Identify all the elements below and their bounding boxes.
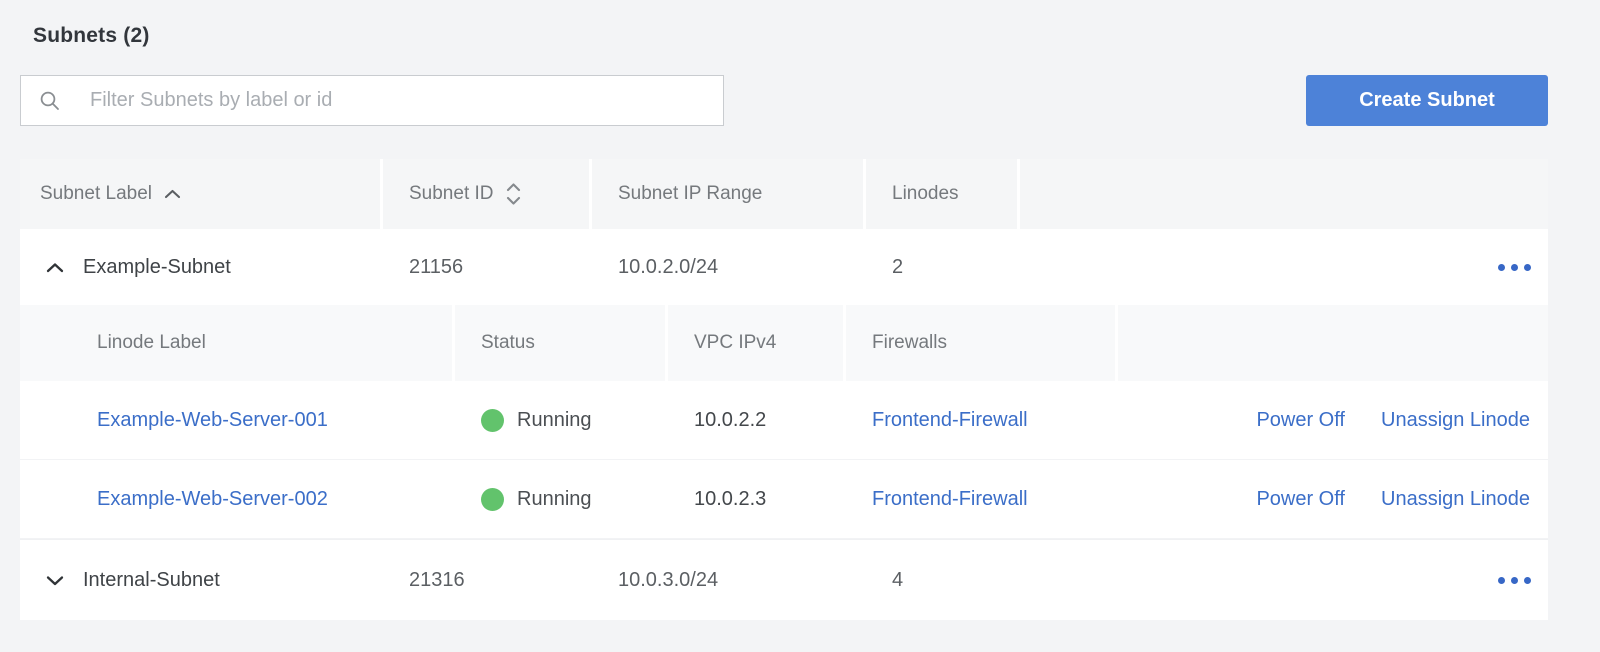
- linode-label-cell: Example-Web-Server-001: [20, 381, 455, 459]
- column-header-linode-label: Linode Label: [20, 305, 455, 381]
- column-label: Subnet ID: [409, 183, 494, 204]
- column-header-subnet-label[interactable]: Subnet Label: [20, 159, 383, 229]
- linodes-table-header: Linode Label Status VPC IPv4 Firewalls: [20, 305, 1548, 381]
- linode-label-cell: Example-Web-Server-002: [20, 460, 455, 538]
- column-label: Linodes: [892, 183, 959, 204]
- filter-subnets-input[interactable]: [88, 88, 709, 113]
- subnets-table-header: Subnet Label Subnet ID Subnet IP Rang: [20, 159, 1548, 229]
- ellipsis-icon: [1511, 263, 1518, 271]
- linode-firewall-cell: Frontend-Firewall: [846, 460, 1118, 538]
- column-header-actions: [1020, 159, 1548, 229]
- subnet-actions-cell: [1020, 540, 1548, 620]
- power-off-button[interactable]: Power Off: [1256, 487, 1345, 510]
- firewall-link[interactable]: Frontend-Firewall: [872, 408, 1028, 431]
- chevron-up-icon: [46, 262, 64, 272]
- column-label: Subnet IP Range: [618, 183, 763, 204]
- subnet-row-internal-subnet: Internal-Subnet 21316 10.0.3.0/24 4: [20, 539, 1548, 620]
- column-header-subnet-id[interactable]: Subnet ID: [383, 159, 592, 229]
- subnet-linode-count: 2: [892, 255, 904, 278]
- create-subnet-button[interactable]: Create Subnet: [1306, 75, 1548, 126]
- ellipsis-icon: [1524, 263, 1531, 271]
- subnet-label-cell: Example-Subnet: [20, 229, 383, 305]
- column-header-linodes: Linodes: [866, 159, 1020, 229]
- ellipsis-icon: [1511, 576, 1518, 584]
- linode-row-example-web-server-002: Example-Web-Server-002 Running 10.0.2.3 …: [20, 460, 1548, 539]
- column-label: Status: [481, 332, 535, 353]
- column-header-firewalls: Firewalls: [846, 305, 1118, 381]
- linode-actions-cell: Power Off Unassign Linode: [1118, 381, 1548, 459]
- sort-toggle-icon: [506, 183, 520, 205]
- linode-actions-cell: Power Off Unassign Linode: [1118, 460, 1548, 538]
- subnets-page: Subnets (2) Create Subnet Subnet Label: [20, 24, 1548, 620]
- chevron-down-icon: [46, 575, 64, 585]
- collapse-subnet-button[interactable]: [45, 257, 65, 277]
- subnet-row-example-subnet: Example-Subnet 21156 10.0.2.0/24 2: [20, 229, 1548, 305]
- unassign-linode-button[interactable]: Unassign Linode: [1381, 408, 1530, 431]
- linode-vpc-ipv4: 10.0.2.3: [694, 487, 767, 510]
- linode-vpc-ipv4: 10.0.2.2: [694, 408, 767, 431]
- subnet-linode-count: 4: [892, 568, 904, 591]
- column-label: VPC IPv4: [694, 332, 777, 353]
- sort-ascending-icon: [164, 189, 181, 199]
- unassign-linode-button[interactable]: Unassign Linode: [1381, 487, 1530, 510]
- linode-status: Running: [517, 487, 592, 510]
- linode-label-link[interactable]: Example-Web-Server-002: [97, 487, 328, 510]
- ellipsis-icon: [1498, 576, 1505, 584]
- column-header-vpc-ipv4: VPC IPv4: [668, 305, 846, 381]
- subnet-label-cell: Internal-Subnet: [20, 540, 383, 620]
- linode-status-cell: Running: [455, 381, 668, 459]
- column-label: Subnet Label: [40, 183, 152, 204]
- firewall-link[interactable]: Frontend-Firewall: [872, 487, 1028, 510]
- column-header-linode-actions: [1118, 305, 1548, 381]
- subnet-action-menu-button[interactable]: [1498, 260, 1531, 275]
- filter-subnets-field: [20, 75, 724, 126]
- power-off-button[interactable]: Power Off: [1256, 408, 1345, 431]
- page-title: Subnets (2): [33, 24, 150, 47]
- column-header-status: Status: [455, 305, 668, 381]
- linode-label-link[interactable]: Example-Web-Server-001: [97, 408, 328, 431]
- ellipsis-icon: [1498, 263, 1505, 271]
- subnet-ip-range: 10.0.2.0/24: [618, 255, 719, 278]
- search-icon: [40, 91, 59, 110]
- linode-status-cell: Running: [455, 460, 668, 538]
- subnet-label: Internal-Subnet: [83, 568, 220, 591]
- column-header-subnet-ip-range: Subnet IP Range: [592, 159, 866, 229]
- linode-status: Running: [517, 408, 592, 431]
- ellipsis-icon: [1524, 576, 1531, 584]
- linode-firewall-cell: Frontend-Firewall: [846, 381, 1118, 459]
- status-running-icon: [481, 487, 504, 511]
- subnet-actions-cell: [1020, 229, 1548, 305]
- column-label: Firewalls: [872, 332, 947, 353]
- subnet-id: 21156: [409, 255, 464, 278]
- toolbar: Create Subnet: [20, 75, 1548, 126]
- subnet-id: 21316: [409, 568, 465, 591]
- subnet-label: Example-Subnet: [83, 255, 231, 278]
- status-running-icon: [481, 408, 504, 432]
- column-label: Linode Label: [97, 332, 206, 353]
- expand-subnet-button[interactable]: [45, 570, 65, 590]
- subnet-action-menu-button[interactable]: [1498, 573, 1531, 588]
- subnet-ip-range: 10.0.3.0/24: [618, 568, 719, 591]
- linode-row-example-web-server-001: Example-Web-Server-001 Running 10.0.2.2 …: [20, 381, 1548, 460]
- subnets-table: Subnet Label Subnet ID Subnet IP Rang: [20, 159, 1548, 620]
